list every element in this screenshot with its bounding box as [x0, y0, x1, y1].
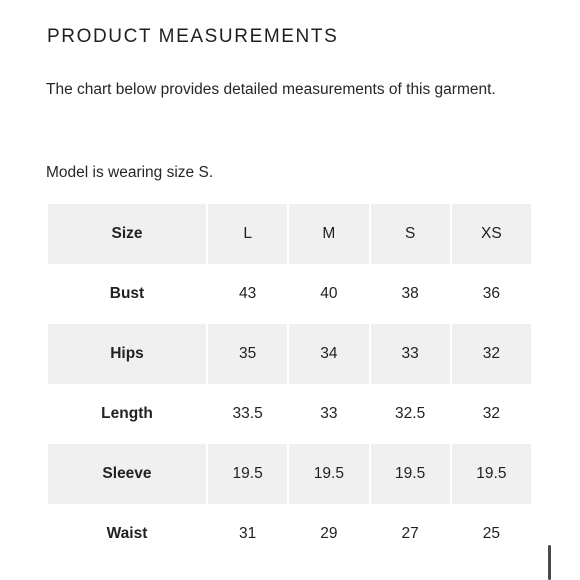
model-size-note: Model is wearing size S.	[46, 164, 214, 181]
size-header-s: S	[370, 204, 450, 264]
table-cell: 35	[208, 324, 288, 384]
size-header-label: Size	[48, 204, 206, 264]
table-cell: 33.5	[232, 405, 263, 422]
table-cell: 19.5	[370, 444, 450, 504]
table-row-hips: Hips 35 34 33 32	[48, 324, 531, 384]
table-cell: 40	[320, 285, 338, 302]
row-label-sleeve: Sleeve	[48, 444, 206, 504]
table-row-sleeve: Sleeve 19.5 19.5 19.5 19.5	[48, 444, 531, 504]
table-cell: 32.5	[395, 405, 426, 422]
table-row-waist: Waist 31 29 27 25	[48, 504, 531, 564]
table-cell: 33	[370, 324, 450, 384]
scrollbar-thumb[interactable]	[548, 545, 551, 580]
table-cell: 19.5	[208, 444, 288, 504]
table-cell: 31	[239, 525, 257, 542]
table-cell: 25	[482, 525, 500, 542]
size-header-m: M	[289, 204, 369, 264]
description-text: The chart below provides detailed measur…	[46, 81, 496, 98]
size-chart-table: Size L M S XS Bust 43 40 38 36 Hips 35 3…	[46, 204, 533, 564]
table-cell: 27	[401, 525, 419, 542]
row-label-length: Length	[101, 405, 153, 422]
table-cell: 29	[320, 525, 338, 542]
size-header-xs: XS	[451, 204, 531, 264]
table-row-bust: Bust 43 40 38 36	[48, 264, 531, 324]
table-cell: 32	[482, 405, 500, 422]
table-header-row: Size L M S XS	[48, 204, 531, 264]
table-cell: 19.5	[451, 444, 531, 504]
row-label-bust: Bust	[109, 285, 145, 302]
table-cell: 33	[320, 405, 338, 422]
table-cell: 34	[289, 324, 369, 384]
size-header-l: L	[208, 204, 288, 264]
table-cell: 36	[482, 285, 500, 302]
table-row-length: Length 33.5 33 32.5 32	[48, 384, 531, 444]
table-cell: 43	[239, 285, 257, 302]
table-cell: 38	[401, 285, 419, 302]
table-cell: 19.5	[289, 444, 369, 504]
page-title: PRODUCT MEASUREMENTS	[47, 26, 339, 47]
row-label-hips: Hips	[48, 324, 206, 384]
table-cell: 32	[451, 324, 531, 384]
row-label-waist: Waist	[106, 525, 148, 542]
